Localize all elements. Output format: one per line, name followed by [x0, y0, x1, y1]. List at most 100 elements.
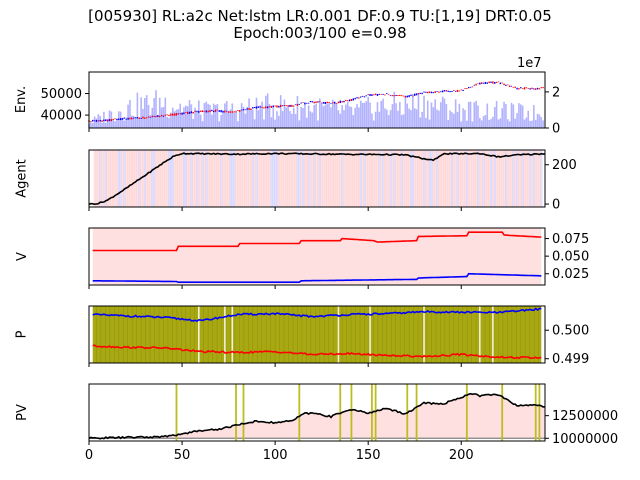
volume-bar [279, 95, 282, 128]
action-sell-band [149, 150, 152, 207]
action-sell-band [467, 150, 470, 207]
action-buy-band [196, 150, 199, 207]
action-sell-band [527, 150, 530, 207]
volume-bar [413, 108, 416, 128]
action-buy-band [151, 150, 154, 207]
volume-bar [145, 95, 148, 128]
volume-bar [251, 109, 254, 128]
volume-bar [510, 102, 513, 128]
action-sell-band [397, 150, 400, 207]
action-sell-band [199, 150, 202, 207]
volume-bar [486, 103, 489, 128]
volume-bar [231, 103, 234, 128]
action-sell-band [214, 150, 217, 207]
volume-bar [356, 104, 358, 128]
volume-bar [423, 95, 425, 128]
volume-bar [278, 115, 280, 128]
volume-bar [503, 101, 505, 128]
action-sell-band [339, 150, 342, 207]
volume-bar [425, 117, 427, 128]
action-buy-band [389, 150, 392, 207]
action-buy-band [274, 150, 277, 207]
action-sell-band [499, 150, 502, 207]
volume-bar [127, 104, 129, 128]
action-buy-band [231, 150, 234, 207]
volume-bar [460, 121, 463, 128]
volume-bar [421, 111, 423, 128]
action-sell-band [101, 150, 104, 207]
volume-bar [218, 121, 221, 128]
action-sell-band [406, 150, 409, 207]
action-sell-band [419, 150, 422, 207]
volume-bar [296, 95, 299, 128]
action-sell-band [322, 150, 325, 207]
volume-bar [417, 93, 420, 128]
volume-bar [464, 109, 466, 128]
action-buy-band [302, 150, 305, 207]
volume-bar [389, 110, 392, 128]
action-sell-band [166, 150, 169, 207]
volume-bar [212, 103, 215, 128]
action-sell-band [248, 150, 251, 207]
volume-bar [315, 103, 317, 128]
volume-bar [408, 108, 410, 128]
volume-bar [298, 120, 301, 128]
action-sell-band [486, 150, 489, 207]
action-sell-band [292, 150, 295, 207]
volume-bar [505, 103, 507, 128]
volume-bar [454, 99, 457, 128]
action-sell-band [348, 150, 351, 207]
action-sell-band [514, 150, 517, 207]
action-buy-band [482, 150, 485, 207]
volume-bar [196, 110, 198, 128]
action-buy-band [153, 150, 156, 207]
env-twin-ytick-label: 2 [552, 85, 560, 100]
action-sell-band [484, 150, 487, 207]
action-sell-band [462, 150, 465, 207]
volume-bar [318, 98, 321, 128]
volume-bar [205, 101, 208, 128]
volume-bar [114, 121, 116, 128]
action-buy-band [318, 150, 322, 207]
volume-bar [508, 121, 511, 128]
volume-bar [352, 115, 355, 128]
action-buy-band [423, 150, 426, 207]
volume-bar [426, 100, 429, 128]
volume-bar [287, 105, 289, 128]
action-sell-band [155, 150, 158, 207]
volume-bar [348, 106, 351, 128]
action-sell-band [257, 150, 260, 207]
action-sell-band [162, 150, 165, 207]
volume-bar [162, 107, 165, 128]
volume-bar [184, 105, 187, 128]
action-sell-band [281, 150, 284, 207]
action-sell-band [434, 150, 437, 207]
action-sell-band [328, 150, 331, 207]
volume-bar [341, 105, 343, 128]
volume-bar [237, 121, 239, 128]
action-buy-band [400, 150, 403, 207]
action-sell-band [449, 150, 452, 207]
action-sell-band [97, 150, 100, 207]
action-buy-band [182, 150, 186, 207]
volume-bar [434, 99, 436, 128]
volume-bar [471, 121, 474, 128]
volume-bar [305, 117, 308, 128]
action-sell-band [177, 150, 180, 207]
action-buy-band [270, 150, 273, 207]
action-sell-band [344, 150, 348, 207]
action-sell-band [519, 150, 523, 207]
action-buy-band [276, 150, 279, 207]
action-sell-band [501, 150, 504, 207]
action-sell-band [417, 150, 420, 207]
action-sell-band [264, 150, 268, 207]
volume-bar [294, 114, 297, 128]
volume-bar [322, 106, 325, 128]
chart-title-line2: Epoch:003/100 e=0.98 [233, 24, 407, 42]
action-buy-band [529, 150, 532, 207]
volume-bar [311, 112, 314, 128]
action-sell-band [115, 150, 119, 207]
action-sell-band [376, 150, 379, 207]
volume-bar [201, 121, 204, 128]
action-sell-band [216, 150, 219, 207]
